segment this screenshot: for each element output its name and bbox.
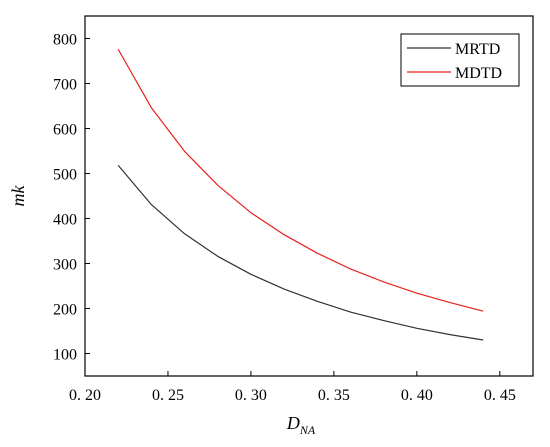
x-tick-label: 0. 20 xyxy=(69,387,101,404)
legend: MRTD MDTD xyxy=(400,33,520,87)
axis-ticks: 0. 20 0. 25 0. 30 0. 35 0. 40 0. 45 100 200 300 4… xyxy=(53,32,516,405)
y-tick-label: 800 xyxy=(53,32,77,49)
y-tick-label: 200 xyxy=(53,302,77,319)
x-tick-label: 0. 30 xyxy=(235,387,267,404)
y-tick-label: 400 xyxy=(53,212,77,229)
x-tick-label: 0. 25 xyxy=(152,387,184,404)
x-tick-label: 0. 40 xyxy=(401,387,433,404)
series-line-mdtd xyxy=(117,49,484,312)
series-layer xyxy=(117,49,484,341)
y-tick-label: 600 xyxy=(53,122,77,139)
series-line-mrtd xyxy=(117,165,484,341)
y-tick-label: 300 xyxy=(53,257,77,274)
legend-label-mrtd: MRTD xyxy=(455,41,500,58)
legend-box xyxy=(400,33,520,87)
x-tick-label: 0. 35 xyxy=(318,387,350,404)
x-axis-title: DNA xyxy=(286,413,316,437)
y-tick-label: 500 xyxy=(53,167,77,184)
x-axis-title-subscript: NA xyxy=(299,423,316,437)
y-tick-label: 100 xyxy=(53,347,77,364)
plot-frame xyxy=(84,15,534,377)
x-tick-label: 0. 45 xyxy=(484,387,516,404)
x-axis-title-main: D xyxy=(286,413,300,433)
y-tick-label: 700 xyxy=(53,77,77,94)
y-axis-title: mk xyxy=(8,185,28,207)
legend-label-mdtd: MDTD xyxy=(455,65,502,82)
